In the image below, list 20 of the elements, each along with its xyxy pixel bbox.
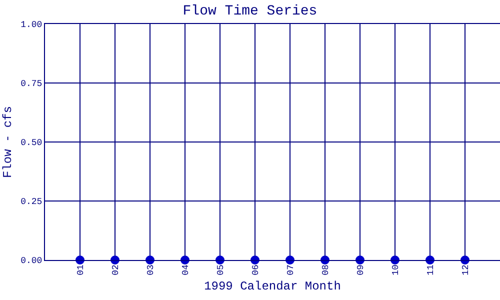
x-tick-label: 11 [426,264,436,276]
x-tick-label: 04 [180,264,191,276]
y-tick-label: 0.25 [20,197,42,208]
y-tick-label: 0.00 [20,256,42,266]
x-tick-label: 09 [356,264,366,276]
x-tick-label: 08 [320,264,331,276]
chart-title: Flow Time Series [182,3,318,20]
y-tick-label: 0.75 [20,79,42,90]
x-tick-label: 06 [250,264,261,276]
x-tick-label: 05 [216,264,226,276]
x-tick-label: 12 [460,264,471,276]
x-tick-label: 07 [286,264,296,276]
y-tick-label: 0.50 [20,138,42,148]
x-tick-label: 10 [390,264,401,276]
y-axis-title: Flow - cfs [0,106,15,178]
x-tick-label: 03 [146,264,156,276]
y-tick-label: 1.00 [20,20,42,30]
x-tick-label: 02 [110,264,121,276]
x-axis-title: 1999 Calendar Month [204,279,341,294]
x-tick-label: 01 [76,264,86,276]
